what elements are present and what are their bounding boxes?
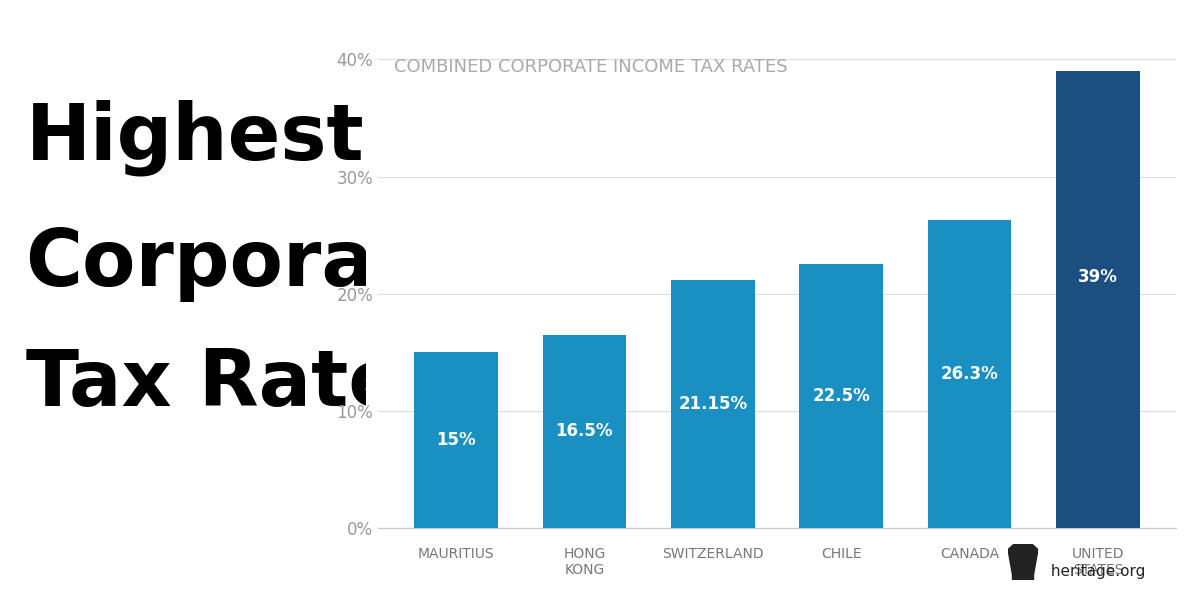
Bar [542,335,626,528]
Text: COMBINED CORPORATE INCOME TAX RATES: COMBINED CORPORATE INCOME TAX RATES [394,58,787,76]
Text: 39%: 39% [1078,268,1118,286]
Polygon shape [1008,544,1038,580]
Text: Highest: Highest [25,100,365,176]
Text: 21.15%: 21.15% [678,395,748,413]
Bar [928,220,1012,528]
Text: 16.5%: 16.5% [556,422,613,440]
Text: 22.5%: 22.5% [812,387,870,405]
Text: heritage.org: heritage.org [1046,564,1146,578]
Bar [671,280,755,528]
Text: 26.3%: 26.3% [941,365,998,383]
Bar [414,352,498,528]
Bar [799,265,883,528]
Bar [1056,71,1140,528]
Text: 15%: 15% [436,431,476,449]
Text: Tax Rate: Tax Rate [25,346,401,422]
Text: Corporate: Corporate [25,226,464,302]
